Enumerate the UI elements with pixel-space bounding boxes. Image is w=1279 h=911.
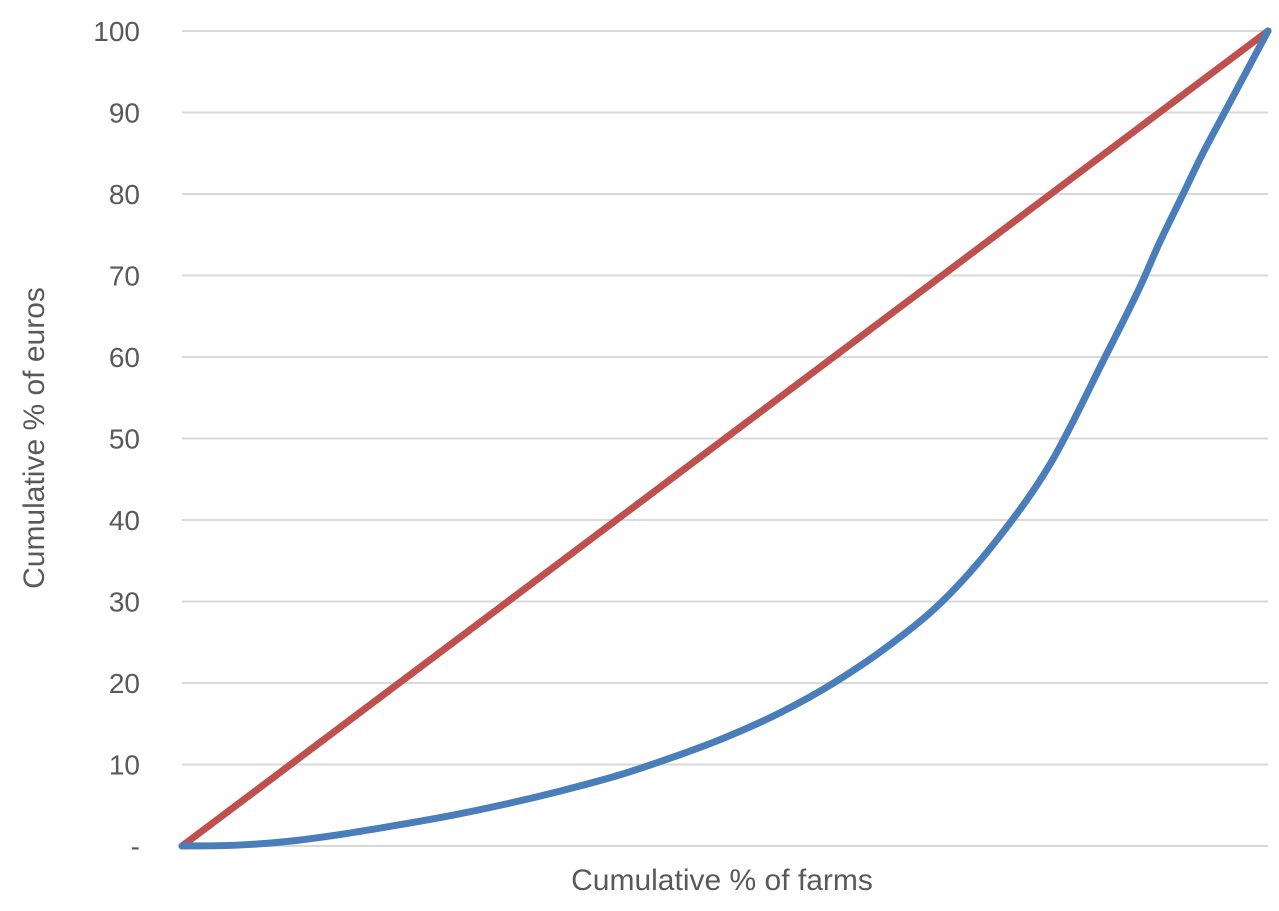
y-axis-title: Cumulative % of euros [18,287,51,589]
y-tick-label-70: 70 [109,261,140,292]
x-axis-title: Cumulative % of farms [571,864,873,897]
y-tick-label-0: - [131,831,140,862]
y-tick-labels: - 10 20 30 40 50 60 70 80 90 100 [93,16,140,862]
y-tick-label-90: 90 [109,98,140,129]
y-tick-label-40: 40 [109,505,140,536]
y-tick-label-100: 100 [93,16,140,47]
y-tick-label-10: 10 [109,750,140,781]
y-tick-label-30: 30 [109,587,140,618]
y-tick-label-80: 80 [109,179,140,210]
y-tick-label-60: 60 [109,342,140,373]
y-tick-label-50: 50 [109,424,140,455]
y-tick-label-20: 20 [109,668,140,699]
